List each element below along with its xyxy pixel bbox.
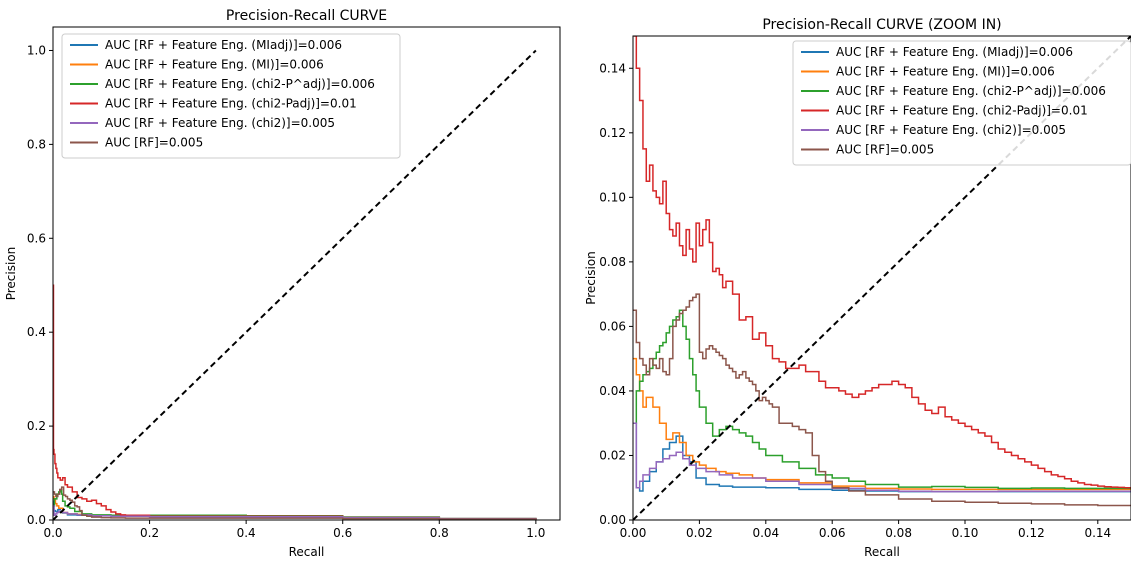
- series-line-5: [53, 505, 537, 520]
- plot-area: [53, 49, 537, 520]
- y-tick-label: 0.2: [27, 419, 46, 433]
- legend-entry: AUC [RF + Feature Eng. (MI)]=0.006: [105, 58, 324, 72]
- y-tick-label: 0.00: [599, 513, 626, 527]
- y-tick-label: 0.6: [27, 231, 46, 245]
- x-tick-label: 0.14: [1084, 526, 1111, 540]
- legend-entry: AUC [RF]=0.005: [105, 136, 203, 150]
- y-tick-label: 1.0: [27, 43, 46, 57]
- x-tick-label: 0.06: [819, 526, 846, 540]
- plot-area: [633, 36, 1131, 520]
- x-tick-label: 0.6: [333, 526, 352, 540]
- series-line-4: [53, 284, 537, 520]
- x-tick-label: 0.08: [885, 526, 912, 540]
- x-tick-label: 0.04: [752, 526, 779, 540]
- y-tick-label: 0.10: [599, 190, 626, 204]
- legend-entry: AUC [RF + Feature Eng. (chi2)]=0.005: [836, 123, 1066, 137]
- series-line-6: [53, 486, 537, 520]
- y-tick-label: 0.02: [599, 448, 626, 462]
- series-line-4: [633, 36, 1131, 489]
- chart-zoom: 0.00 0.02 0.04 0.06 0.08 0.10 0.12 0.14 0.00 0.02…: [584, 17, 1131, 559]
- chart-title: Precision-Recall CURVE: [226, 8, 387, 24]
- x-tick-label: 0.12: [1018, 526, 1045, 540]
- legend-entry: AUC [RF + Feature Eng. (chi2-Padj)]=0.01: [836, 104, 1088, 118]
- y-axis-label: Precision: [4, 247, 18, 301]
- x-tick-label: 0.10: [952, 526, 979, 540]
- x-tick-label: 0.02: [686, 526, 713, 540]
- y-tick-label: 0.4: [27, 325, 46, 339]
- x-tick-label: 0.8: [430, 526, 449, 540]
- series-line-6: [633, 293, 1131, 507]
- axes-frame: [52, 26, 561, 521]
- series-line-3: [633, 309, 1131, 490]
- y-tick-label: 0.04: [599, 384, 626, 398]
- diagonal-reference-line: [53, 49, 537, 520]
- axes-frame: [632, 35, 1131, 521]
- y-axis-label: Precision: [584, 251, 598, 305]
- x-tick-label: 0.4: [237, 526, 256, 540]
- legend-entry: AUC [RF + Feature Eng. (chi2)]=0.005: [105, 116, 335, 130]
- legend-entry: AUC [RF + Feature Eng. (MIadj)]=0.006: [836, 45, 1073, 59]
- y-tick-label: 0.14: [599, 61, 626, 75]
- legend-box: [61, 33, 401, 159]
- legend-entry: AUC [RF + Feature Eng. (chi2-P^adj)]=0.0…: [836, 84, 1106, 98]
- x-axis-label: Recall: [864, 545, 900, 559]
- chart-full: 0.0 0.2 0.4 0.6 0.8 1.0 0.0 0.2 0.4 0.6 0.8 1.0 Prec…: [4, 8, 561, 559]
- legend-entry: AUC [RF + Feature Eng. (chi2-P^adj)]=0.0…: [105, 77, 375, 91]
- x-tick-label: 0.0: [43, 526, 62, 540]
- legend-entry: AUC [RF + Feature Eng. (chi2-Padj)]=0.01: [105, 97, 357, 111]
- diagonal-reference-line: [633, 36, 1131, 520]
- y-tick-label: 0.08: [599, 255, 626, 269]
- x-tick-label: 1.0: [526, 526, 545, 540]
- series-line-5: [633, 422, 1131, 493]
- chart-title: Precision-Recall CURVE (ZOOM IN): [762, 17, 1001, 33]
- x-axis-label: Recall: [289, 545, 325, 559]
- x-tick-label: 0.2: [140, 526, 159, 540]
- y-tick-label: 0.12: [599, 126, 626, 140]
- x-tick-label: 0.00: [620, 526, 647, 540]
- legend-box: [792, 40, 1131, 166]
- y-tick-label: 0.0: [27, 513, 46, 527]
- legend-entry: AUC [RF + Feature Eng. (MI)]=0.006: [836, 65, 1055, 79]
- y-tick-label: 0.06: [599, 319, 626, 333]
- legend-entry: AUC [RF]=0.005: [836, 143, 934, 157]
- legend-entry: AUC [RF + Feature Eng. (MIadj)]=0.006: [105, 38, 342, 52]
- y-tick-label: 0.8: [27, 137, 46, 151]
